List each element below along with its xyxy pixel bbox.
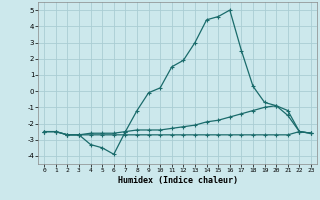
X-axis label: Humidex (Indice chaleur): Humidex (Indice chaleur) bbox=[118, 176, 238, 185]
